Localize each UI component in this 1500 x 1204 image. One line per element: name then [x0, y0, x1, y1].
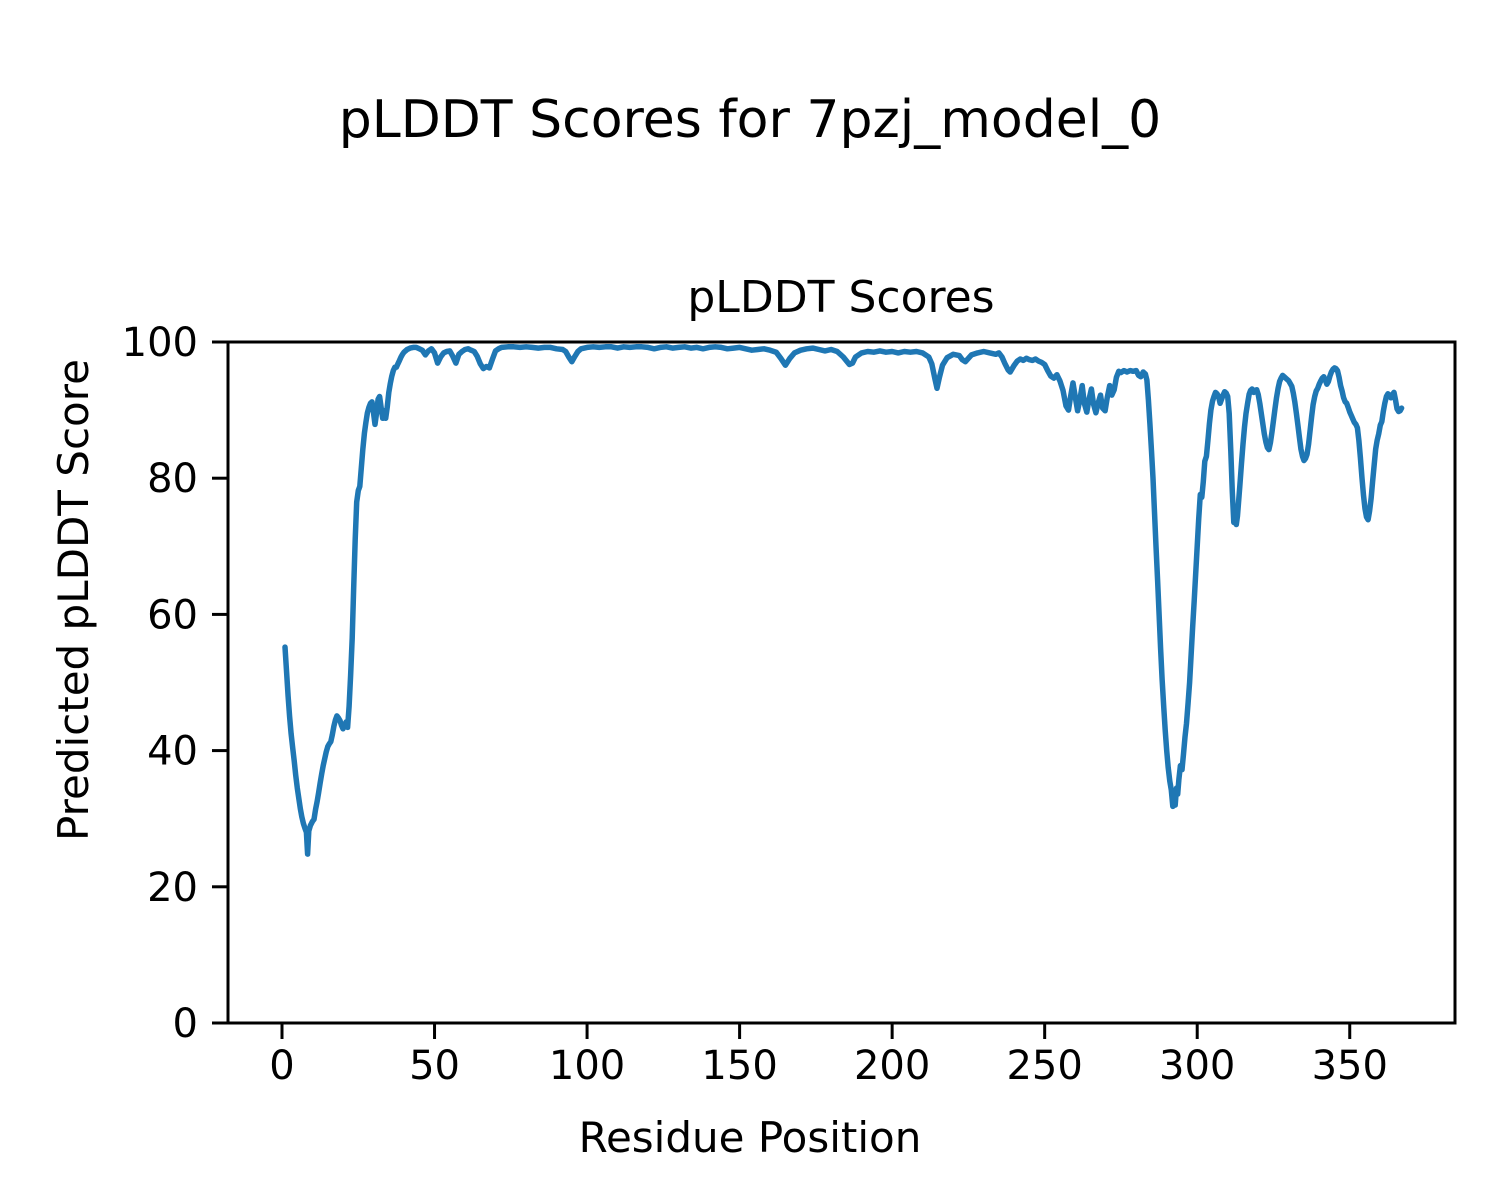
y-tick-label: 100	[122, 320, 198, 366]
y-tick-label: 20	[147, 865, 198, 911]
figure-suptitle: pLDDT Scores for 7pzj_model_0	[339, 90, 1161, 150]
axes-title: pLDDT Scores	[687, 272, 994, 323]
x-tick-label: 200	[854, 1043, 930, 1089]
x-tick-label: 0	[269, 1043, 294, 1089]
x-tick-label: 300	[1159, 1043, 1235, 1089]
x-tick-label: 50	[409, 1043, 460, 1089]
x-tick-label: 250	[1006, 1043, 1082, 1089]
y-tick-label: 0	[173, 1001, 198, 1047]
x-tick-label: 100	[549, 1043, 625, 1089]
x-tick-label: 350	[1312, 1043, 1388, 1089]
y-axis-label: Predicted pLDDT Score	[49, 359, 98, 841]
y-axis-ticks: 0 20 40 60 80 100	[122, 320, 228, 1047]
y-tick-label: 40	[147, 729, 198, 775]
x-axis-ticks: 0 50 100 150 200 250 300 350	[269, 1023, 1388, 1089]
x-tick-label: 150	[701, 1043, 777, 1089]
axes-border	[226, 340, 1457, 1025]
x-axis-label: Residue Position	[579, 1113, 922, 1162]
plddt-line-series	[282, 344, 1405, 857]
y-tick-label: 60	[147, 592, 198, 638]
plddt-line	[282, 344, 1405, 857]
y-tick-label: 80	[147, 456, 198, 502]
